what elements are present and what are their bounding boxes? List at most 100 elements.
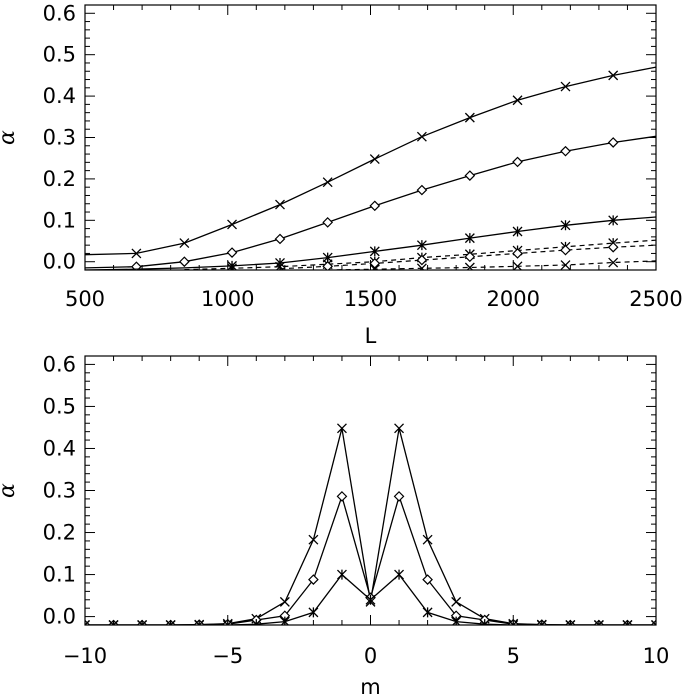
data-point-x — [308, 534, 319, 545]
data-point-x — [336, 423, 347, 434]
data-point-asterisk — [251, 619, 262, 625]
y-tick-label: 0.2 — [43, 521, 76, 545]
data-point-asterisk — [508, 620, 519, 625]
data-point-x — [275, 199, 285, 210]
data-point-asterisk — [422, 607, 433, 618]
data-point-x — [422, 534, 433, 545]
data-point-diamond — [369, 200, 381, 212]
data-point-asterisk — [651, 620, 656, 625]
y-tick-label: 0.0 — [43, 605, 76, 629]
y-tick-label: 0.5 — [43, 394, 76, 418]
x-tick-label: 2500 — [629, 287, 682, 311]
x-tick-label: 5 — [507, 644, 520, 668]
x-tick-label: −10 — [63, 644, 107, 668]
y-tick-label: 0.5 — [43, 43, 76, 67]
data-point-diamond — [336, 491, 348, 502]
plot-frame — [84, 4, 657, 271]
data-point-x — [131, 248, 142, 259]
y-tick-label: 0.4 — [43, 436, 76, 460]
data-point-asterisk — [165, 620, 176, 625]
data-point-x — [512, 261, 523, 270]
x-axis-label: L — [365, 324, 377, 348]
data-point-x — [416, 263, 427, 270]
series-line — [327, 260, 656, 270]
data-point-diamond — [308, 574, 319, 585]
x-tick-label: 0 — [364, 644, 377, 668]
data-point-x — [512, 95, 523, 106]
series-line — [184, 239, 656, 270]
x-tick-label: 1500 — [344, 287, 397, 311]
data-point-asterisk — [451, 616, 462, 625]
data-point-diamond — [416, 184, 428, 196]
y-tick-label: 0.2 — [43, 167, 76, 191]
data-point-diamond — [322, 217, 334, 228]
data-point-x — [279, 596, 290, 607]
data-point-diamond — [464, 170, 476, 181]
data-point-asterisk — [85, 620, 90, 625]
y-tick-label: 0.3 — [43, 126, 76, 150]
data-point-asterisk — [536, 620, 547, 625]
data-point-asterisk — [622, 620, 633, 625]
series-1 — [85, 135, 656, 270]
data-point-asterisk — [279, 616, 290, 625]
data-point-asterisk — [336, 569, 347, 580]
axis-ticks — [84, 355, 657, 625]
top-panel-alpha-vs-L: 500 1000 1500 2000 2500 0.0 0.1 0.2 0.3 0.4 0.5 0.6… — [0, 1, 683, 348]
series-2 — [85, 569, 656, 625]
data-point-asterisk — [608, 215, 619, 226]
data-point-asterisk — [464, 233, 475, 244]
x-tick-label: 500 — [65, 287, 105, 311]
y-tick-label: 0.4 — [43, 84, 76, 108]
series-4 — [279, 241, 656, 270]
data-point-asterisk — [369, 246, 380, 257]
data-point-diamond — [560, 244, 571, 256]
data-point-diamond — [560, 145, 571, 157]
data-point-diamond — [464, 251, 476, 263]
y-tick-label: 0.1 — [43, 208, 76, 232]
data-point-x — [608, 70, 619, 81]
data-point-diamond — [416, 254, 428, 266]
data-point-asterisk — [565, 620, 576, 625]
data-point-asterisk — [512, 226, 523, 237]
data-point-diamond — [131, 261, 142, 270]
x-tick-label: 2000 — [487, 287, 540, 311]
series-1 — [85, 491, 656, 625]
bottom-panel-alpha-vs-m: −10 −5 0 5 10 0.0 0.1 0.2 0.3 0.4 0.5 0.6 m α — [0, 352, 669, 694]
x-axis-label: m — [360, 675, 380, 694]
data-point-diamond — [322, 260, 334, 270]
series-line — [85, 135, 656, 269]
data-point-x — [227, 219, 237, 230]
data-point-x — [464, 262, 475, 270]
data-point-diamond — [369, 258, 381, 269]
data-point-asterisk — [222, 620, 233, 625]
data-point-diamond — [607, 241, 619, 253]
data-point-x — [394, 423, 405, 434]
data-point-diamond — [179, 256, 190, 268]
x-tick-label: −5 — [212, 644, 243, 668]
data-point-asterisk — [227, 263, 237, 270]
data-point-diamond — [512, 248, 523, 259]
series-line — [85, 494, 656, 625]
data-point-x — [451, 596, 462, 607]
data-point-asterisk — [108, 620, 119, 625]
series-0 — [85, 66, 656, 259]
data-point-asterisk — [416, 240, 427, 251]
data-point-asterisk — [560, 220, 571, 231]
y-axis-label: α — [0, 130, 20, 145]
plot-frame — [84, 355, 657, 626]
y-tick-label: 0.3 — [43, 479, 76, 503]
data-point-x — [369, 264, 380, 270]
data-point-x — [179, 238, 190, 249]
data-point-asterisk — [394, 569, 405, 580]
series-line — [85, 66, 656, 256]
data-point-diamond — [512, 156, 523, 168]
data-point-asterisk — [275, 261, 285, 270]
data-point-diamond — [422, 574, 433, 585]
data-point-diamond — [274, 233, 286, 245]
y-tick-label: 0.6 — [43, 1, 76, 25]
data-point-x — [464, 112, 475, 123]
data-point-diamond — [226, 247, 238, 258]
data-point-x — [369, 154, 380, 164]
data-point-asterisk — [308, 607, 319, 618]
data-point-asterisk — [593, 620, 604, 625]
